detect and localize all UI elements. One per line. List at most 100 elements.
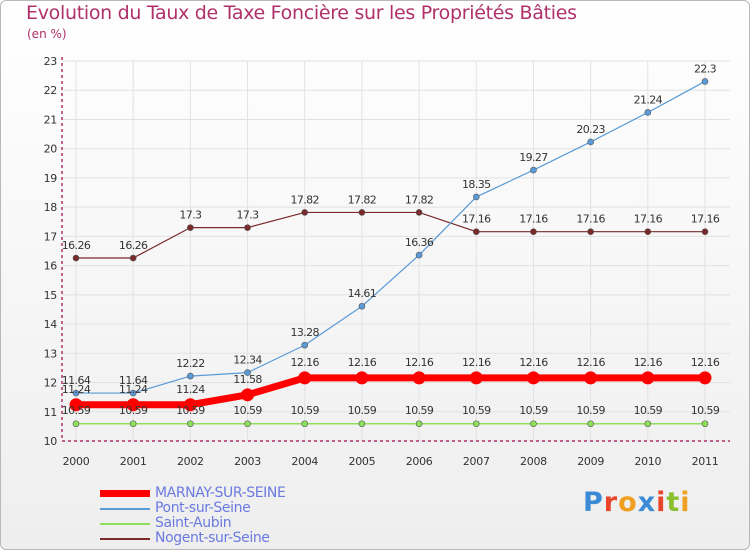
legend-swatch <box>100 538 150 540</box>
data-label-marnay-sur-seine: 12.16 <box>634 356 663 369</box>
y-tick-label: 22 <box>44 84 57 97</box>
data-label-saint-aubin: 10.59 <box>62 404 91 417</box>
data-label-pont-sur-seine: 22.3 <box>694 62 717 75</box>
data-point-nogent-sur-seine <box>244 224 251 231</box>
y-tick-label: 15 <box>44 289 58 302</box>
series-line-nogent-sur-seine <box>76 211 705 259</box>
logo-letter: i <box>680 487 691 518</box>
y-tick-label: 18 <box>44 201 58 214</box>
x-tick-label: 2009 <box>577 455 604 468</box>
legend-swatch <box>100 508 150 510</box>
data-label-nogent-sur-seine: 17.3 <box>179 209 202 222</box>
data-point-nogent-sur-seine <box>472 228 480 236</box>
y-tick-label: 13 <box>44 347 58 360</box>
logo-letter: i <box>656 487 667 518</box>
data-label-saint-aubin: 10.59 <box>519 404 548 417</box>
y-tick-label: 20 <box>44 143 58 156</box>
data-point-pont-sur-seine <box>72 389 80 397</box>
proxiti-logo: Proxiti <box>583 487 691 518</box>
data-point-saint-aubin <box>701 420 709 428</box>
data-point-marnay-sur-seine <box>183 398 197 412</box>
data-point-marnay-sur-seine <box>355 371 369 385</box>
data-point-marnay-sur-seine <box>298 371 312 385</box>
data-point-marnay-sur-seine <box>126 398 140 412</box>
data-point-marnay-sur-seine <box>584 371 598 385</box>
legend-item: MARNAY-SUR-SEINE <box>100 486 330 501</box>
y-tick-label: 23 <box>44 55 58 68</box>
series-layer <box>69 78 712 428</box>
data-point-nogent-sur-seine <box>301 209 309 216</box>
data-label-nogent-sur-seine: 17.82 <box>290 193 319 206</box>
data-point-nogent-sur-seine <box>415 209 423 216</box>
data-point-marnay-sur-seine <box>698 371 712 385</box>
data-point-pont-sur-seine <box>129 389 137 397</box>
y-tick-label: 19 <box>44 172 58 185</box>
y-tick-label: 12 <box>44 377 57 390</box>
data-label-saint-aubin: 10.59 <box>176 404 205 417</box>
data-label-pont-sur-seine: 13.28 <box>290 326 319 339</box>
data-label-nogent-sur-seine: 17.16 <box>462 213 491 226</box>
data-point-saint-aubin <box>72 420 80 428</box>
x-tick-label: 2010 <box>634 455 661 468</box>
data-point-pont-sur-seine <box>187 372 194 380</box>
x-tick-label: 2008 <box>520 455 547 468</box>
data-label-pont-sur-seine: 16.36 <box>405 236 434 249</box>
data-point-pont-sur-seine <box>587 138 594 146</box>
data-point-saint-aubin <box>415 420 423 428</box>
data-label-nogent-sur-seine: 17.3 <box>236 209 259 222</box>
data-point-saint-aubin <box>530 420 537 428</box>
data-point-nogent-sur-seine <box>187 224 194 231</box>
data-label-nogent-sur-seine: 16.26 <box>119 239 148 252</box>
data-label-marnay-sur-seine: 12.16 <box>519 356 548 369</box>
data-point-marnay-sur-seine <box>526 371 540 385</box>
legend-item: Saint-Aubin <box>100 516 330 531</box>
data-point-saint-aubin <box>587 420 594 428</box>
x-tick-label: 2011 <box>692 455 719 468</box>
data-point-marnay-sur-seine <box>469 371 483 385</box>
data-label-pont-sur-seine: 19.27 <box>519 151 548 164</box>
data-label-saint-aubin: 10.59 <box>290 404 319 417</box>
x-tick-label: 2000 <box>63 455 90 468</box>
data-label-saint-aubin: 10.59 <box>405 404 434 417</box>
series-line-marnay-sur-seine <box>76 374 705 409</box>
legend: MARNAY-SUR-SEINE Pont-sur-Seine Saint-Aubi… <box>100 486 330 546</box>
legend-item: Pont-sur-Seine <box>100 501 330 516</box>
x-tick-label: 2006 <box>406 455 433 468</box>
series-line-pont-sur-seine <box>76 80 706 394</box>
data-point-nogent-sur-seine <box>644 228 652 236</box>
data-label-layer: 16.26 16.26 17.3 17.3 17.82 17.82 17.82 17.16 17… <box>62 62 721 417</box>
x-tick-label: 2007 <box>463 455 490 468</box>
data-label-marnay-sur-seine: 11.24 <box>176 383 205 396</box>
data-label-saint-aubin: 10.59 <box>634 404 663 417</box>
data-label-marnay-sur-seine: 12.16 <box>405 356 434 369</box>
data-label-pont-sur-seine: 14.61 <box>348 287 377 300</box>
x-tick-label: 2005 <box>349 455 376 468</box>
data-label-marnay-sur-seine: 12.16 <box>462 356 491 369</box>
data-label-marnay-sur-seine: 11.24 <box>62 383 91 396</box>
data-point-pont-sur-seine <box>301 341 309 349</box>
legend-swatch <box>100 523 150 525</box>
data-point-saint-aubin <box>129 420 137 428</box>
data-point-nogent-sur-seine <box>587 228 594 236</box>
data-point-pont-sur-seine <box>701 78 709 85</box>
data-point-marnay-sur-seine <box>241 388 255 402</box>
legend-label: Nogent-sur-Seine <box>155 530 270 546</box>
data-point-nogent-sur-seine <box>530 228 537 236</box>
data-label-saint-aubin: 10.59 <box>119 404 148 417</box>
data-point-saint-aubin <box>644 420 652 428</box>
y-tick-label: 16 <box>44 260 58 273</box>
data-point-nogent-sur-seine <box>129 254 137 262</box>
logo-letter: x <box>637 487 657 518</box>
data-label-marnay-sur-seine: 12.16 <box>691 356 720 369</box>
y-tick-label: 17 <box>44 230 58 243</box>
data-label-marnay-sur-seine: 11.24 <box>119 383 148 396</box>
x-tick-label: 2002 <box>177 455 204 468</box>
data-label-marnay-sur-seine: 12.16 <box>576 356 605 369</box>
data-point-saint-aubin <box>358 420 366 428</box>
x-tick-label: 2001 <box>120 455 147 468</box>
data-label-saint-aubin: 10.59 <box>576 404 605 417</box>
data-point-pont-sur-seine <box>644 109 652 116</box>
legend-label: Saint-Aubin <box>155 515 232 531</box>
